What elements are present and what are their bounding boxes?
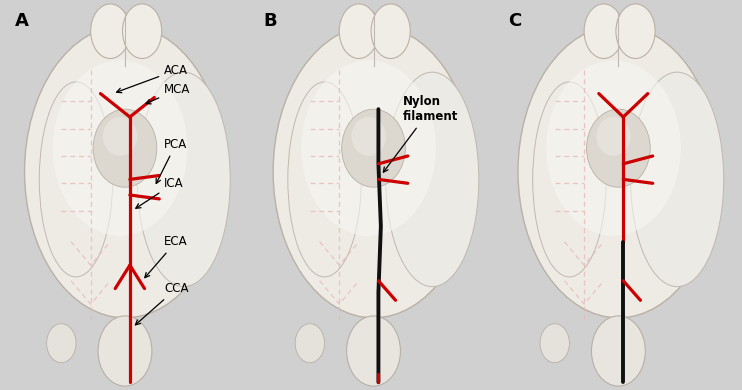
Ellipse shape [341, 109, 405, 187]
Text: A: A [15, 12, 29, 30]
Text: B: B [263, 12, 277, 30]
Text: MCA: MCA [146, 83, 191, 104]
Ellipse shape [47, 324, 76, 363]
Ellipse shape [273, 25, 474, 318]
Ellipse shape [24, 25, 226, 318]
Ellipse shape [586, 109, 650, 187]
Ellipse shape [122, 4, 162, 58]
Text: ICA: ICA [136, 177, 184, 208]
Ellipse shape [352, 117, 386, 156]
Ellipse shape [288, 82, 361, 277]
Ellipse shape [616, 4, 655, 58]
Ellipse shape [591, 316, 646, 386]
Ellipse shape [53, 60, 188, 236]
Ellipse shape [533, 82, 606, 277]
Ellipse shape [98, 316, 152, 386]
Text: Nylon
filament: Nylon filament [384, 95, 459, 172]
Text: CCA: CCA [136, 282, 188, 325]
Ellipse shape [339, 4, 378, 58]
Ellipse shape [540, 324, 569, 363]
Ellipse shape [347, 316, 401, 386]
Ellipse shape [301, 60, 436, 236]
Ellipse shape [39, 82, 113, 277]
Ellipse shape [386, 72, 479, 287]
Text: ACA: ACA [116, 64, 188, 93]
Ellipse shape [597, 117, 631, 156]
Text: C: C [508, 12, 522, 30]
Text: ECA: ECA [145, 235, 188, 278]
Ellipse shape [103, 117, 137, 156]
Ellipse shape [546, 60, 681, 236]
Ellipse shape [295, 324, 324, 363]
Text: PCA: PCA [157, 138, 188, 183]
Ellipse shape [584, 4, 623, 58]
Ellipse shape [93, 109, 157, 187]
Ellipse shape [518, 25, 719, 318]
Ellipse shape [137, 72, 230, 287]
Ellipse shape [631, 72, 723, 287]
Ellipse shape [91, 4, 130, 58]
Ellipse shape [371, 4, 410, 58]
